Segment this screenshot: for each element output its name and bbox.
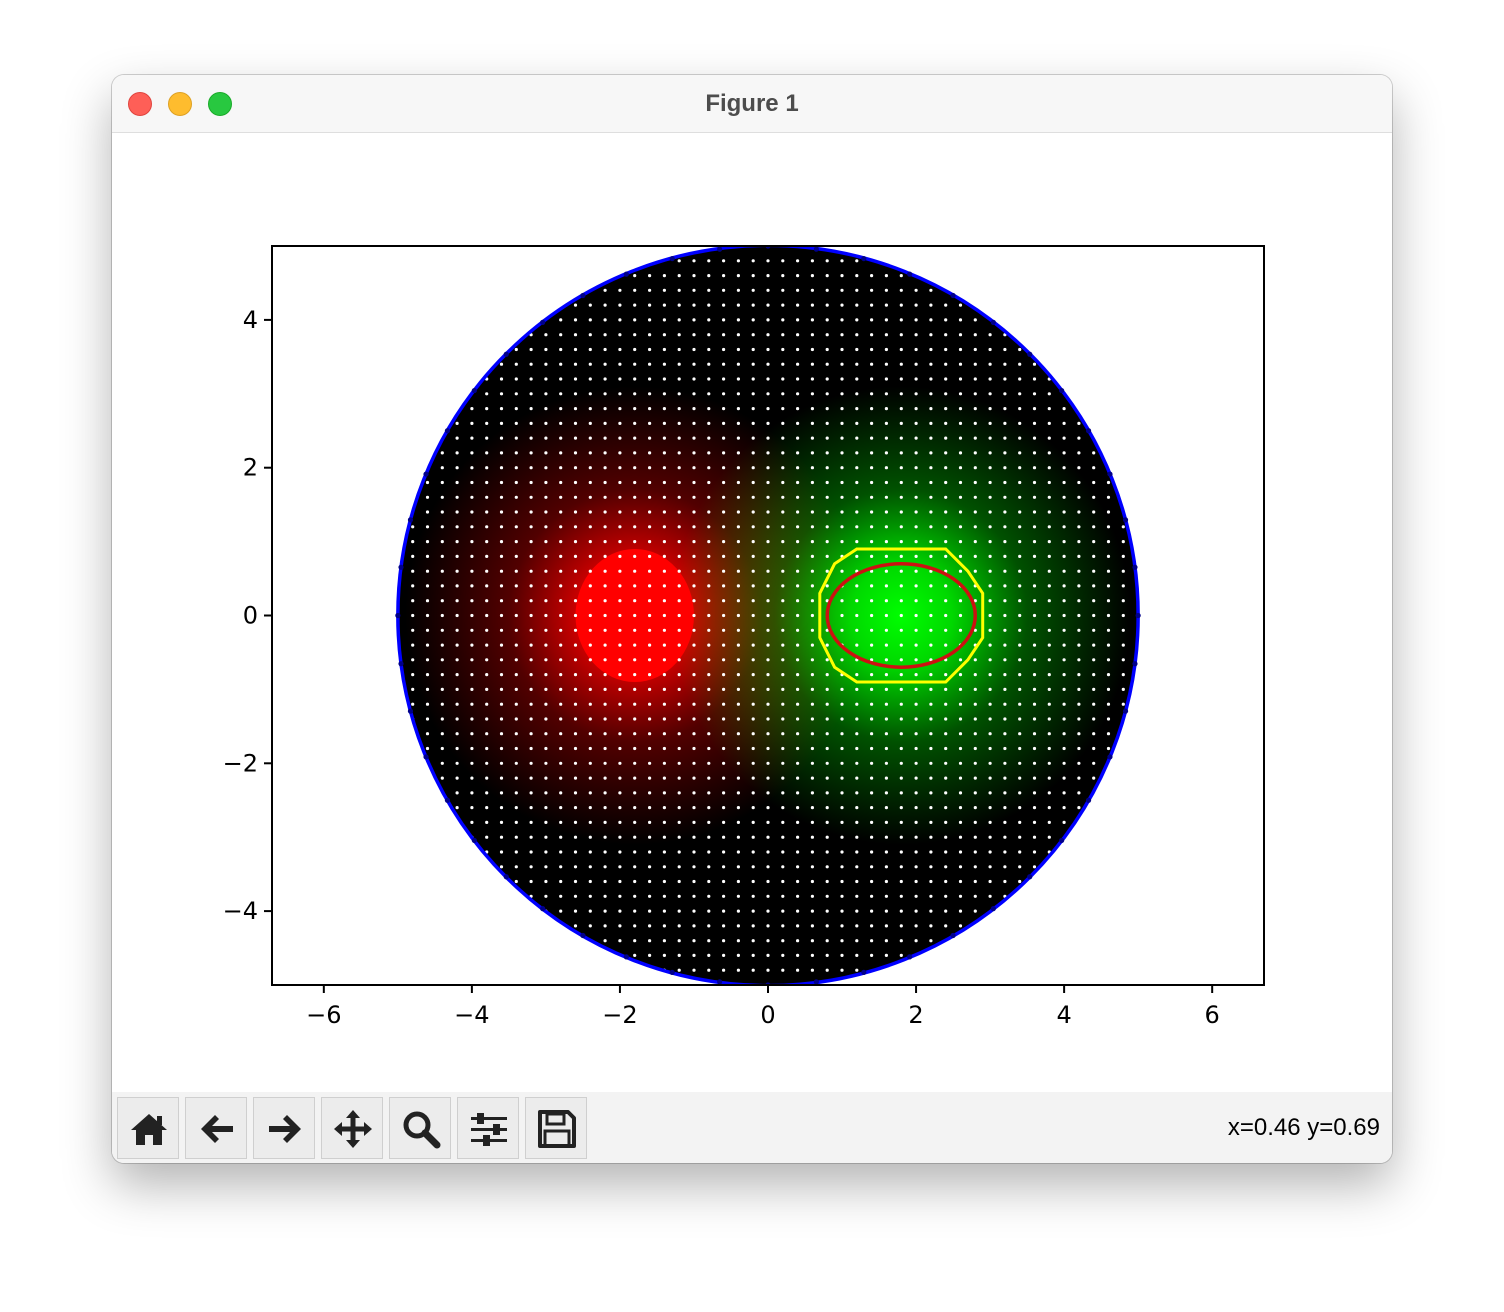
boundary-marker [1107, 471, 1113, 477]
boundary-marker [1132, 661, 1138, 667]
figure-canvas[interactable]: −6 −4 −2 0 2 4 6 −4 −2 0 2 4 [112, 133, 1392, 1093]
boundary-marker [398, 564, 404, 570]
boundary-marker [623, 954, 629, 960]
boundary-marker [1059, 837, 1065, 844]
boundary-marker [861, 255, 867, 262]
y-tick: 4 [243, 306, 272, 334]
boundary-marker [813, 246, 819, 252]
x-tick-label: 4 [1056, 1001, 1071, 1029]
boundary-marker [471, 387, 477, 394]
boundary-marker [813, 979, 819, 985]
home-icon [131, 1114, 167, 1145]
y-tick-label: −4 [223, 897, 258, 925]
boundary-marker [395, 612, 401, 619]
boundary-marker [540, 906, 546, 912]
yellow-contour [818, 547, 985, 684]
configure-subplots-button[interactable] [457, 1097, 519, 1159]
plot-svg[interactable]: −6 −4 −2 0 2 4 6 −4 −2 0 2 4 [112, 133, 1392, 1093]
zoom-button[interactable] [208, 92, 232, 116]
save-button[interactable] [525, 1097, 587, 1159]
boundary-marker [1027, 874, 1033, 880]
boundary-marker [580, 292, 586, 299]
boundary-marker [423, 471, 429, 477]
boundary-marker [1107, 754, 1113, 760]
boundary-marker [1132, 564, 1138, 570]
y-tick: 2 [243, 454, 272, 482]
home-button[interactable] [117, 1097, 179, 1159]
y-tick-label: 4 [243, 306, 258, 334]
cursor-coordinates: x=0.46 y=0.69 [1227, 1114, 1380, 1141]
pan-button[interactable] [321, 1097, 383, 1159]
y-tick-label: 2 [243, 454, 258, 482]
boundary-marker [423, 754, 429, 760]
boundary-marker [907, 271, 913, 277]
boundary-marker [717, 246, 723, 252]
boundary-marker [1135, 612, 1141, 619]
boundary-marker [503, 351, 509, 357]
forward-button[interactable] [253, 1097, 315, 1159]
boundary-marker [540, 319, 546, 325]
y-tick: 0 [243, 602, 272, 630]
boundary-marker [1122, 708, 1129, 714]
boundary-marker [1085, 428, 1092, 434]
boundary-marker [580, 932, 586, 939]
arrow-right-icon [269, 1115, 301, 1143]
boundary-marker [623, 271, 629, 277]
boundary-marker [907, 954, 913, 960]
boundary-marker [990, 319, 996, 325]
boundary-marker [407, 708, 414, 714]
x-tick: −2 [602, 985, 638, 1029]
boundary-marker [444, 428, 451, 434]
y-tick-label: −2 [223, 749, 258, 777]
x-tick: 2 [908, 985, 924, 1029]
back-button[interactable] [185, 1097, 247, 1159]
navigation-toolbar: x=0.46 y=0.69 [112, 1092, 1392, 1163]
title-bar: Figure 1 [112, 75, 1392, 133]
floppy-icon [538, 1110, 576, 1148]
move-icon [334, 1110, 372, 1148]
x-tick: −6 [306, 985, 342, 1029]
minimize-button[interactable] [168, 92, 192, 116]
boundary-marker [503, 874, 509, 880]
x-tick-label: 2 [908, 1001, 923, 1029]
y-tick: −2 [223, 749, 272, 777]
x-tick-label: −2 [602, 1001, 637, 1029]
figure-window: Figure 1 −6 −4 −2 0 2 4 6 −4 −2 0 2 4 [112, 75, 1392, 1163]
boundary-marker [398, 661, 404, 667]
plot-area [395, 246, 1141, 985]
y-tick: −4 [223, 897, 272, 925]
magnifier-icon [403, 1111, 441, 1149]
x-tick: 4 [1056, 985, 1072, 1029]
boundary-marker [471, 837, 477, 844]
close-button[interactable] [128, 92, 152, 116]
y-tick-label: 0 [243, 602, 258, 630]
x-tick-label: −6 [306, 1001, 341, 1029]
boundary-marker [717, 979, 723, 985]
x-tick-label: 0 [760, 1001, 775, 1029]
boundary-marker [669, 969, 675, 976]
boundary-marker [407, 517, 414, 523]
x-tick: −4 [454, 985, 490, 1029]
x-tick-label: −4 [454, 1001, 489, 1029]
x-tick: 6 [1205, 985, 1220, 1029]
boundary-marker [669, 255, 675, 262]
window-title: Figure 1 [705, 90, 799, 117]
boundary-marker [1027, 351, 1033, 357]
x-tick: 0 [760, 985, 776, 1029]
red-ellipse [825, 562, 978, 669]
zoom-button-toolbar[interactable] [389, 1097, 451, 1159]
boundary-marker [1059, 387, 1065, 394]
boundary-marker [1122, 517, 1129, 523]
x-tick-label: 6 [1205, 1001, 1220, 1029]
boundary-marker [990, 906, 996, 912]
arrow-left-icon [201, 1115, 233, 1143]
boundary-marker [444, 797, 451, 803]
boundary-marker [1085, 797, 1092, 803]
boundary-marker [861, 969, 867, 976]
boundary-marker [950, 932, 956, 939]
boundary-marker [950, 292, 956, 299]
sliders-icon [471, 1113, 507, 1146]
